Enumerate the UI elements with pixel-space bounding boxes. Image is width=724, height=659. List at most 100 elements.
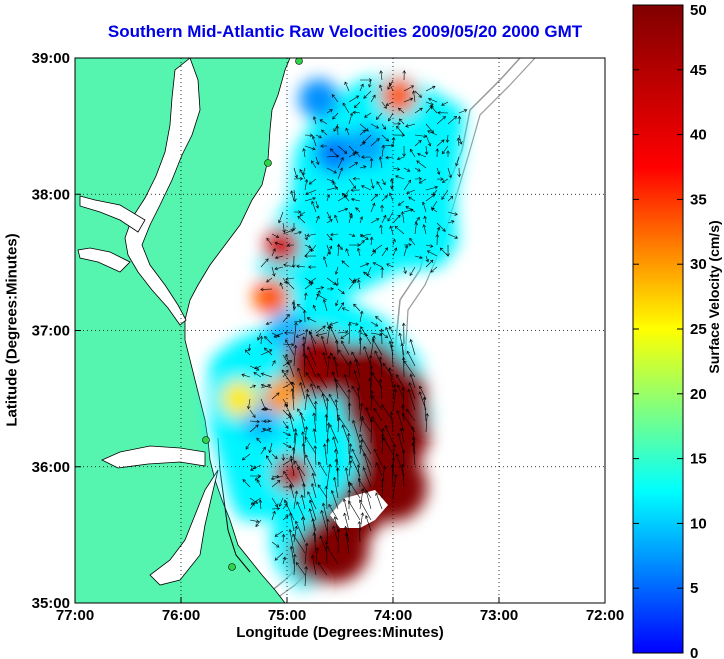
arrow-head: [372, 338, 376, 342]
arrow-head: [349, 482, 353, 487]
current-arrow: [274, 242, 284, 246]
arrow-head: [267, 427, 272, 431]
current-arrow: [371, 395, 383, 411]
current-arrow: [289, 529, 295, 554]
current-arrow: [359, 123, 369, 132]
current-arrow: [400, 427, 405, 444]
arrow-head: [429, 259, 434, 263]
current-arrow: [392, 137, 395, 147]
current-arrow: [363, 346, 372, 367]
arrow-head: [305, 388, 310, 393]
arrow-head: [351, 233, 356, 238]
current-arrow: [412, 442, 416, 466]
current-arrow: [303, 148, 306, 158]
current-arrow: [419, 386, 427, 400]
arrow-head: [441, 150, 446, 155]
current-arrow: [348, 500, 361, 521]
arrow-head: [282, 229, 286, 233]
current-arrow: [389, 192, 394, 202]
arrow-head: [292, 264, 296, 268]
current-arrow: [260, 446, 266, 455]
current-arrow: [414, 107, 423, 114]
current-arrow: [288, 413, 295, 433]
arrow-head: [313, 445, 318, 449]
arrow-head: [388, 326, 393, 330]
arrow-head: [311, 518, 315, 522]
current-arrow: [249, 497, 258, 504]
current-arrow: [316, 332, 328, 336]
current-arrow: [315, 325, 326, 334]
current-arrow: [359, 240, 365, 246]
current-arrow: [392, 167, 400, 170]
arrow-head: [284, 331, 288, 335]
current-arrow: [376, 181, 383, 191]
current-arrow: [321, 336, 328, 356]
current-arrow: [348, 145, 357, 154]
arrow-head: [324, 541, 329, 545]
arrow-head: [411, 436, 416, 441]
arrow-head: [304, 179, 309, 183]
arrow-head: [254, 366, 258, 370]
current-arrow: [241, 374, 251, 378]
current-arrow: [316, 293, 328, 301]
current-arrow: [423, 397, 427, 422]
arrow-head: [285, 339, 289, 343]
arrow-head: [261, 407, 266, 412]
current-arrow: [292, 301, 295, 312]
arrow-head: [340, 157, 344, 161]
arrow-head: [324, 485, 329, 490]
current-arrow: [326, 233, 333, 241]
arrow-head: [361, 185, 365, 189]
arrow-head: [409, 208, 414, 212]
current-arrow: [381, 145, 384, 158]
current-arrow: [370, 419, 372, 444]
arrow-head: [396, 125, 400, 130]
arrow-head: [373, 407, 377, 412]
current-arrow: [321, 510, 328, 532]
arrow-head: [401, 133, 406, 137]
current-arrow: [392, 214, 401, 224]
current-arrow: [282, 222, 285, 233]
current-arrow: [333, 123, 339, 132]
arrow-head: [445, 139, 450, 143]
arrow-head: [457, 115, 462, 120]
current-arrow: [301, 494, 306, 510]
current-arrow: [412, 437, 416, 455]
arrow-head: [384, 247, 388, 251]
arrow-head: [262, 446, 266, 451]
current-arrow: [357, 248, 361, 257]
current-arrow: [390, 411, 394, 433]
arrow-head: [406, 190, 410, 195]
arrow-head: [291, 447, 296, 451]
arrow-head: [362, 452, 367, 457]
current-arrow: [322, 393, 328, 411]
arrow-head: [289, 545, 294, 550]
arrow-head: [321, 502, 326, 507]
current-arrow: [431, 207, 438, 213]
arrow-head: [409, 237, 413, 242]
current-arrow: [315, 200, 319, 209]
current-arrow: [302, 517, 306, 532]
arrow-head: [325, 518, 330, 522]
current-arrow: [282, 420, 289, 429]
current-arrow: [360, 233, 372, 237]
arrow-head: [298, 230, 302, 235]
current-arrow: [334, 477, 339, 499]
arrow-head: [301, 442, 306, 447]
arrow-head: [302, 482, 306, 487]
arrow-head: [312, 412, 316, 416]
arrow-head: [418, 139, 422, 144]
arrow-head: [275, 544, 280, 548]
arrow-head: [341, 307, 346, 311]
arrow-head: [267, 384, 272, 388]
arrow-head: [284, 499, 288, 504]
arrow-head: [326, 545, 330, 550]
current-arrow: [427, 130, 438, 136]
arrow-head: [364, 333, 368, 337]
arrow-head: [399, 427, 404, 431]
current-arrow: [271, 233, 279, 238]
arrow-head: [363, 271, 367, 275]
current-arrow: [363, 453, 372, 477]
arrow-head: [328, 245, 333, 250]
current-arrow: [318, 461, 328, 477]
